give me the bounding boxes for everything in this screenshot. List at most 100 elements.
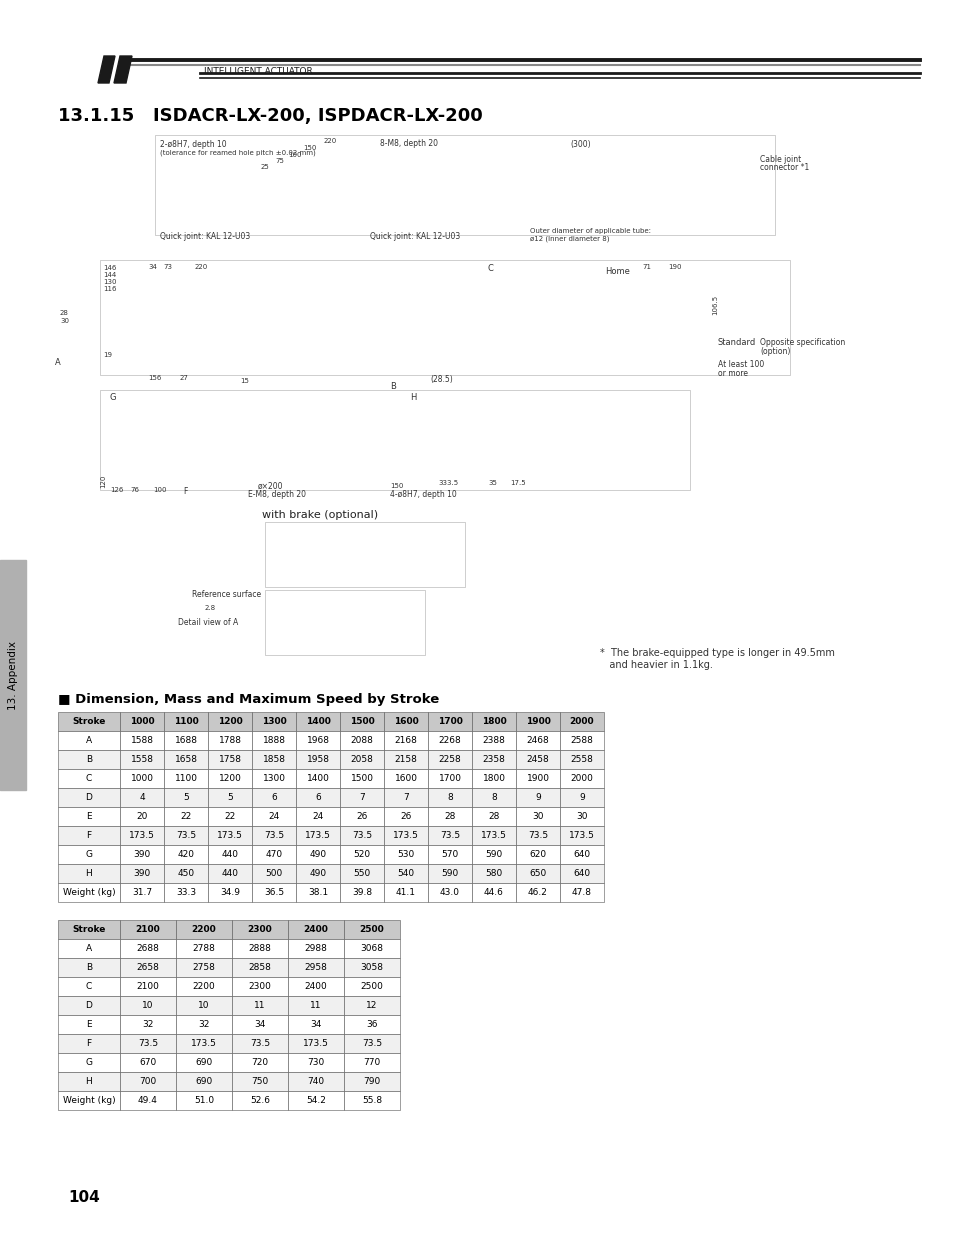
Bar xyxy=(472,788,516,806)
Text: 32: 32 xyxy=(198,1020,210,1029)
Bar xyxy=(472,713,516,731)
Text: 30: 30 xyxy=(532,811,543,821)
Text: H: H xyxy=(410,393,416,403)
Text: 20: 20 xyxy=(136,811,148,821)
Text: F: F xyxy=(87,1039,91,1049)
Text: 51.0: 51.0 xyxy=(193,1095,213,1105)
Text: A: A xyxy=(55,358,61,367)
Text: 1300: 1300 xyxy=(261,718,286,726)
Text: 520: 520 xyxy=(353,850,370,860)
Bar xyxy=(384,788,428,806)
Bar xyxy=(428,788,472,806)
Text: Detail view of A: Detail view of A xyxy=(178,618,238,627)
Text: 126: 126 xyxy=(110,487,123,493)
Text: 2300: 2300 xyxy=(248,925,273,934)
Text: Weight (kg): Weight (kg) xyxy=(63,1095,115,1105)
Text: 1658: 1658 xyxy=(174,755,197,764)
Text: 1688: 1688 xyxy=(174,736,197,745)
Text: 73: 73 xyxy=(163,264,172,270)
Text: ■ Dimension, Mass and Maximum Speed by Stroke: ■ Dimension, Mass and Maximum Speed by S… xyxy=(58,693,438,706)
Text: 173.5: 173.5 xyxy=(569,831,595,840)
Text: 1400: 1400 xyxy=(305,718,330,726)
Text: 116: 116 xyxy=(103,287,116,291)
Text: 640: 640 xyxy=(573,850,590,860)
Text: 3058: 3058 xyxy=(360,963,383,972)
Text: 1558: 1558 xyxy=(131,755,153,764)
Text: 220: 220 xyxy=(323,138,336,144)
Text: 2558: 2558 xyxy=(570,755,593,764)
Bar xyxy=(295,788,339,806)
Text: Stroke: Stroke xyxy=(72,718,106,726)
Bar xyxy=(472,883,516,902)
Text: INTELLIGENT ACTUATOR: INTELLIGENT ACTUATOR xyxy=(204,67,313,77)
Bar xyxy=(208,713,252,731)
Bar xyxy=(232,995,288,1015)
Bar xyxy=(120,731,164,750)
Text: 3068: 3068 xyxy=(360,944,383,953)
Text: 2688: 2688 xyxy=(136,944,159,953)
Text: 1800: 1800 xyxy=(481,718,506,726)
Bar xyxy=(295,864,339,883)
Bar xyxy=(472,826,516,845)
Text: 2858: 2858 xyxy=(249,963,272,972)
Text: 41.1: 41.1 xyxy=(395,888,416,897)
Text: 6: 6 xyxy=(314,793,320,802)
Bar xyxy=(232,1072,288,1091)
Text: 22: 22 xyxy=(224,811,235,821)
Text: 17.5: 17.5 xyxy=(510,480,525,487)
Text: G: G xyxy=(110,393,116,403)
Text: 500: 500 xyxy=(265,869,282,878)
Bar xyxy=(288,939,344,958)
Bar xyxy=(58,864,120,883)
Bar xyxy=(516,769,559,788)
Text: B: B xyxy=(86,755,92,764)
Bar xyxy=(120,864,164,883)
Text: 26: 26 xyxy=(355,811,367,821)
Text: 73.5: 73.5 xyxy=(439,831,459,840)
Bar xyxy=(120,845,164,864)
Text: 2-ø8H7, depth 10: 2-ø8H7, depth 10 xyxy=(160,140,227,149)
Text: 25: 25 xyxy=(260,164,269,170)
Bar xyxy=(120,958,175,977)
Text: Home: Home xyxy=(604,267,629,275)
Text: 770: 770 xyxy=(363,1058,380,1067)
Text: 2200: 2200 xyxy=(192,925,216,934)
Text: 220: 220 xyxy=(194,264,208,270)
Bar xyxy=(208,864,252,883)
Bar xyxy=(559,788,603,806)
Text: 144: 144 xyxy=(103,272,116,278)
Text: 1968: 1968 xyxy=(306,736,329,745)
Bar xyxy=(175,1091,232,1110)
Text: 2988: 2988 xyxy=(304,944,327,953)
Bar xyxy=(472,731,516,750)
Text: 156: 156 xyxy=(148,375,161,382)
Bar xyxy=(516,731,559,750)
Bar xyxy=(100,261,789,375)
Text: or more: or more xyxy=(718,369,747,378)
Text: *  The brake-equipped type is longer in 49.5mm
   and heavier in 1.1kg.: * The brake-equipped type is longer in 4… xyxy=(599,648,834,669)
Text: 2500: 2500 xyxy=(359,925,384,934)
Text: 173.5: 173.5 xyxy=(305,831,331,840)
Bar xyxy=(164,788,208,806)
Text: 2258: 2258 xyxy=(438,755,461,764)
Bar xyxy=(295,750,339,769)
Bar xyxy=(384,883,428,902)
Bar xyxy=(208,883,252,902)
Text: 76: 76 xyxy=(130,487,139,493)
Text: 22: 22 xyxy=(180,811,192,821)
Text: 38.1: 38.1 xyxy=(308,888,328,897)
Text: 2400: 2400 xyxy=(304,982,327,990)
Bar xyxy=(428,731,472,750)
Text: 73.5: 73.5 xyxy=(361,1039,381,1049)
Text: 28: 28 xyxy=(60,310,69,316)
Text: C: C xyxy=(86,982,92,990)
Bar xyxy=(428,806,472,826)
Text: C: C xyxy=(86,774,92,783)
Bar xyxy=(208,826,252,845)
Bar xyxy=(252,845,295,864)
Bar xyxy=(175,920,232,939)
Bar xyxy=(120,713,164,731)
Bar xyxy=(344,920,399,939)
Text: 130: 130 xyxy=(103,279,116,285)
Text: 570: 570 xyxy=(441,850,458,860)
